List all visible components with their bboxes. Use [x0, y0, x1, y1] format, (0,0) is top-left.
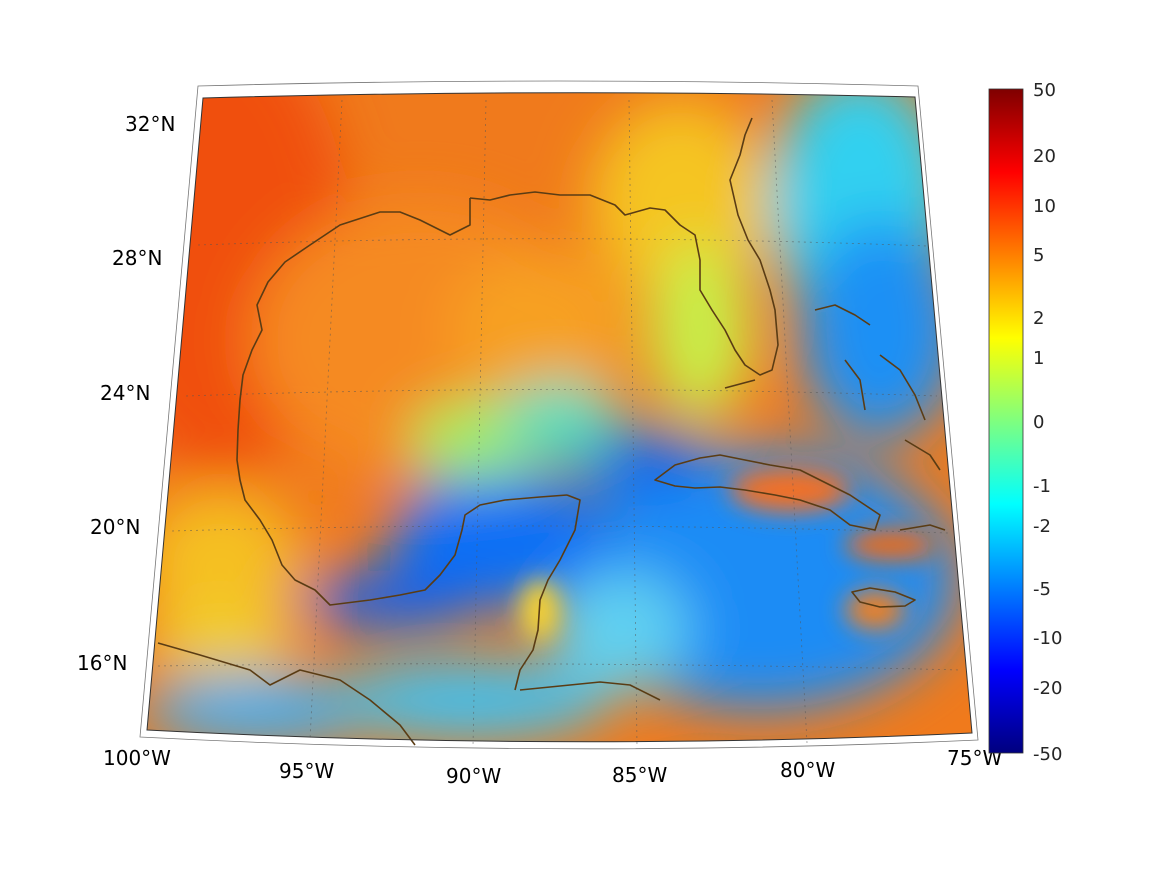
lon-tick-label: 90°W	[446, 764, 501, 788]
graticule	[157, 99, 961, 748]
colorbar-tick-label: 50	[1033, 80, 1056, 101]
colorbar-tick-label: -50	[1033, 744, 1062, 765]
coastlines	[157, 117, 946, 746]
colorbar-tick-label: 1	[1033, 348, 1044, 369]
lon-tick-label: 95°W	[279, 759, 334, 783]
colorbar: 50 20 10 5 2 1 0 -1 -2 -5 -10 -20 -50	[988, 80, 1062, 765]
lat-tick-label: 24°N	[100, 381, 150, 405]
colorbar-tick-label: 5	[1033, 245, 1044, 266]
colorbar-tick-label: -20	[1033, 678, 1062, 699]
lon-tick-label: 85°W	[612, 763, 667, 787]
colorbar-tick-label: 0	[1033, 412, 1044, 433]
lon-tick-label: 100°W	[103, 746, 171, 770]
colorbar-tick-label: -1	[1033, 476, 1051, 497]
lat-tick-label: 28°N	[112, 246, 162, 270]
colorbar-gradient	[988, 88, 1024, 754]
lat-axis: 32°N 28°N 24°N 20°N 16°N	[77, 112, 175, 675]
data-field	[147, 92, 972, 742]
lon-axis: 100°W 95°W 90°W 85°W 80°W 75°W	[103, 746, 1002, 788]
colorbar-tick-label: -2	[1033, 516, 1051, 537]
colorbar-tick-label: 20	[1033, 146, 1056, 167]
lat-tick-label: 20°N	[90, 515, 140, 539]
colorbar-labels: 50 20 10 5 2 1 0 -1 -2 -5 -10 -20 -50	[1033, 80, 1062, 765]
colorbar-tick-label: 2	[1033, 308, 1044, 329]
lon-tick-label: 80°W	[780, 758, 835, 782]
colorbar-tick-label: 10	[1033, 196, 1056, 217]
map-frame-outer	[139, 80, 979, 750]
map-frame	[146, 92, 973, 743]
colorbar-tick-label: -10	[1033, 628, 1062, 649]
lat-tick-label: 16°N	[77, 651, 127, 675]
colorbar-tick-label: -5	[1033, 579, 1051, 600]
lat-tick-label: 32°N	[125, 112, 175, 136]
